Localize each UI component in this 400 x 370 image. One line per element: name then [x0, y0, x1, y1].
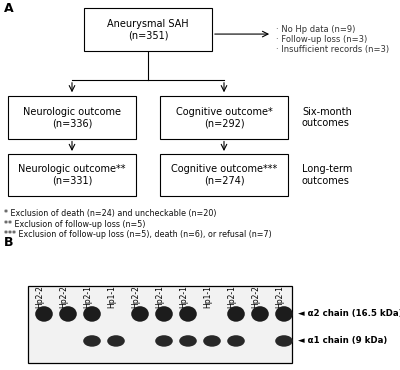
Bar	[160, 154, 288, 196]
Ellipse shape	[107, 335, 125, 347]
Text: Hp2-1: Hp2-1	[179, 285, 188, 308]
Text: Cognitive outcome*
(n=292): Cognitive outcome* (n=292)	[176, 107, 272, 128]
Text: Hp2-1: Hp2-1	[83, 285, 92, 308]
Ellipse shape	[155, 306, 173, 322]
Ellipse shape	[59, 306, 77, 322]
Text: Neurologic outcome
(n=336): Neurologic outcome (n=336)	[23, 107, 121, 128]
Ellipse shape	[227, 335, 245, 347]
Ellipse shape	[131, 306, 149, 322]
Bar	[8, 154, 136, 196]
Text: Long-term
outcomes: Long-term outcomes	[302, 164, 352, 186]
Text: Hp2-1: Hp2-1	[227, 285, 236, 308]
Text: Hp2-2: Hp2-2	[131, 285, 140, 308]
Bar	[28, 286, 292, 363]
Text: A: A	[4, 2, 14, 15]
Ellipse shape	[251, 306, 269, 322]
Ellipse shape	[275, 306, 293, 322]
Text: Neurologic outcome**
(n=331): Neurologic outcome** (n=331)	[18, 164, 126, 186]
Bar	[8, 96, 136, 139]
Ellipse shape	[155, 335, 173, 347]
Text: Hp2-1: Hp2-1	[275, 285, 284, 308]
Ellipse shape	[203, 335, 221, 347]
Bar	[160, 96, 288, 139]
Ellipse shape	[275, 335, 293, 347]
Text: Cognitive outcome***
(n=274): Cognitive outcome*** (n=274)	[171, 164, 277, 186]
Text: ◄ α2 chain (16.5 kDa): ◄ α2 chain (16.5 kDa)	[298, 309, 400, 319]
Ellipse shape	[179, 306, 197, 322]
Text: Hp2-2: Hp2-2	[35, 285, 44, 308]
Text: · No Hp data (n=9)
· Follow-up loss (n=3)
· Insufficient records (n=3): · No Hp data (n=9) · Follow-up loss (n=3…	[276, 25, 389, 54]
Text: Six-month
outcomes: Six-month outcomes	[302, 107, 352, 128]
Text: Hp2-2: Hp2-2	[251, 285, 260, 308]
Text: Aneurysmal SAH
(n=351): Aneurysmal SAH (n=351)	[107, 18, 189, 40]
Ellipse shape	[35, 306, 53, 322]
Text: Hp1-1: Hp1-1	[107, 285, 116, 308]
Ellipse shape	[179, 335, 197, 347]
Text: Hp2-1: Hp2-1	[155, 285, 164, 308]
Bar	[84, 8, 212, 51]
Text: * Exclusion of death (n=24) and uncheckable (n=20)
** Exclusion of follow-up los: * Exclusion of death (n=24) and unchecka…	[4, 209, 272, 239]
Ellipse shape	[83, 306, 101, 322]
Ellipse shape	[227, 306, 245, 322]
Text: B: B	[4, 236, 14, 249]
Ellipse shape	[83, 335, 101, 347]
Text: ◄ α1 chain (9 kDa): ◄ α1 chain (9 kDa)	[298, 336, 387, 346]
Text: Hp2-2: Hp2-2	[59, 285, 68, 308]
Text: Hp1-1: Hp1-1	[203, 285, 212, 308]
